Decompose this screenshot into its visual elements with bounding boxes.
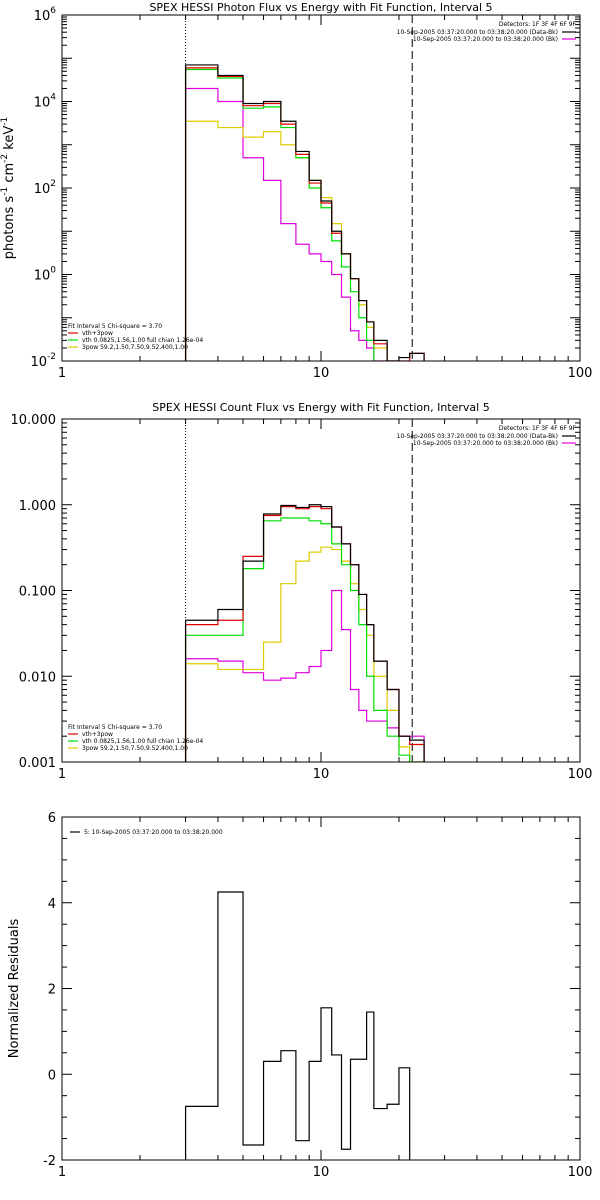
series-line-vth-3pow — [184, 67, 425, 361]
x-axis: 1 10 100 — [58, 817, 593, 1180]
y-tick-exponent: 6 — [50, 6, 56, 16]
x-tick-label: 10 — [313, 767, 330, 782]
series-line-3pow — [184, 120, 425, 361]
y-tick-base: 10 — [34, 9, 51, 24]
y-tick-label: 104 — [34, 93, 57, 111]
y-tick-base: 10 — [34, 182, 51, 197]
legend-top-left: 5: 10-Sep-2005 03:37:20.000 to 03:38:20.… — [70, 829, 223, 836]
legend-entry-text: 10-Sep-2005 03:37:20.000 to 03:38:20.000… — [413, 440, 558, 447]
x-tick-label: 100 — [568, 1165, 593, 1180]
y-tick-exponent: 0 — [50, 266, 56, 276]
plot-frame — [61, 418, 581, 763]
legend-bottom-left: Fit Interval 5 Chi-square = 3.70vth+3pow… — [68, 724, 203, 752]
x-tick-label: 10 — [313, 366, 330, 381]
chart-panel-3: 1 10 100 -2 0 2 4 6 Normalized Residuals 5: 10-Se… — [7, 811, 592, 1180]
x-tick-label: 1 — [58, 1165, 66, 1180]
series-group — [184, 891, 411, 1160]
plot-frame — [61, 14, 581, 362]
y-axis: 0.001 0.010 0.100 1.000 10.000 — [11, 413, 580, 771]
y-tick-exponent: 4 — [50, 93, 56, 103]
y-axis: -2 0 2 4 6 — [43, 811, 580, 1169]
y-tick-label: 0 — [48, 1068, 56, 1083]
y-tick-base: 10 — [34, 96, 51, 111]
series-line-vth-3pow — [184, 506, 425, 762]
legend-entry-text: 3pow 59.2,1.50,7.50,9.52,400,1.00 — [82, 745, 188, 752]
y-tick-base: 10 — [34, 269, 51, 284]
series-line-3pow — [184, 546, 425, 762]
legend-entry-text: 5: 10-Sep-2005 03:37:20.000 to 03:38:20.… — [84, 829, 223, 836]
series-line-vth — [184, 517, 425, 762]
legend-entry-text: 10-Sep-2005 03:37:20.000 to 03:38:20.000… — [397, 433, 558, 440]
y-tick-label: 10.000 — [11, 413, 57, 428]
y-tick-exponent: -2 — [47, 352, 56, 362]
legend-title: Detectors: 1F 3F 4F 6F 9F — [499, 21, 577, 28]
chart-panel-1: SPEX HESSI Photon Flux vs Energy with Fi… — [0, 1, 593, 381]
fit-info: Fit Interval 5 Chi-square = 3.70 — [68, 323, 162, 330]
x-tick-label: 1 — [58, 366, 66, 381]
y-tick-label: 6 — [48, 811, 56, 826]
y-tick-exponent: 2 — [50, 179, 56, 189]
chart-title: SPEX HESSI Photon Flux vs Energy with Fi… — [149, 1, 492, 14]
legend-entry-text: vth 0.0825,1.56,1.00 full chian 1.26e-04 — [82, 337, 203, 344]
y-label-exponent: -1 — [0, 117, 10, 126]
y-tick-label: 10-2 — [30, 352, 56, 370]
y-tick-label: 100 — [34, 266, 57, 284]
fit-info: Fit Interval 5 Chi-square = 3.70 — [68, 724, 162, 731]
y-tick-label: -2 — [43, 1154, 56, 1169]
x-tick-label: 100 — [568, 366, 593, 381]
x-tick-label: 1 — [58, 767, 66, 782]
y-label-unit: photons s — [2, 196, 17, 260]
x-tick-label: 10 — [313, 1165, 330, 1180]
series-line-vth — [184, 68, 425, 361]
series-line-data-bk — [184, 504, 425, 762]
legend-entry-text: vth+3pow — [82, 731, 113, 738]
legend-entry-text: 10-Sep-2005 03:37:20.000 to 03:38:20.000… — [397, 29, 558, 36]
y-label-exponent: -2 — [0, 154, 10, 163]
y-tick-label: 0.001 — [19, 756, 56, 771]
y-tick-label: 106 — [34, 6, 57, 24]
series-line-5-10-sep-2005-03-37-20-000-to-03-38-20-000 — [184, 891, 411, 1160]
series-line-bk — [184, 87, 425, 361]
legend-entry-text: 3pow 59.2,1.50,7.50,9.52,400,1.00 — [82, 344, 188, 351]
y-tick-base: 10 — [30, 355, 47, 370]
y-tick-label: 0.100 — [19, 585, 56, 600]
y-label-unit: cm — [2, 163, 17, 187]
series-line-data-bk — [184, 64, 425, 361]
y-tick-label: 0.010 — [19, 670, 56, 685]
y-axis-label: Normalized Residuals — [7, 919, 22, 1059]
y-tick-label: 102 — [34, 179, 56, 197]
series-group — [184, 64, 425, 361]
y-axis-label: photons s-1 cm-2 keV-1 — [0, 117, 17, 259]
x-tick-label: 100 — [568, 767, 593, 782]
legend-entry-text: vth+3pow — [82, 330, 113, 337]
legend-entry-text: vth 0.0825,1.56,1.00 full chian 1.26e-04 — [82, 738, 203, 745]
plot-frame — [61, 816, 581, 1161]
legend-bottom-left: Fit Interval 5 Chi-square = 3.70vth+3pow… — [68, 323, 203, 351]
y-label-exponent: -1 — [0, 187, 10, 196]
y-label-unit: keV — [2, 126, 17, 154]
y-tick-label: 2 — [48, 983, 56, 998]
series-group — [184, 504, 425, 762]
chart-panel-2: SPEX HESSI Count Flux vs Energy with Fit… — [11, 401, 593, 782]
y-tick-label: 1.000 — [19, 499, 56, 514]
y-tick-label: 4 — [48, 897, 56, 912]
legend-entry-text: 10-Sep-2005 03:37:20.000 to 03:38:20.000… — [413, 36, 558, 43]
legend-title: Detectors: 1F 3F 4F 6F 9F — [499, 425, 577, 432]
x-axis: 1 10 100 — [58, 419, 593, 782]
chart-title: SPEX HESSI Count Flux vs Energy with Fit… — [152, 401, 489, 414]
